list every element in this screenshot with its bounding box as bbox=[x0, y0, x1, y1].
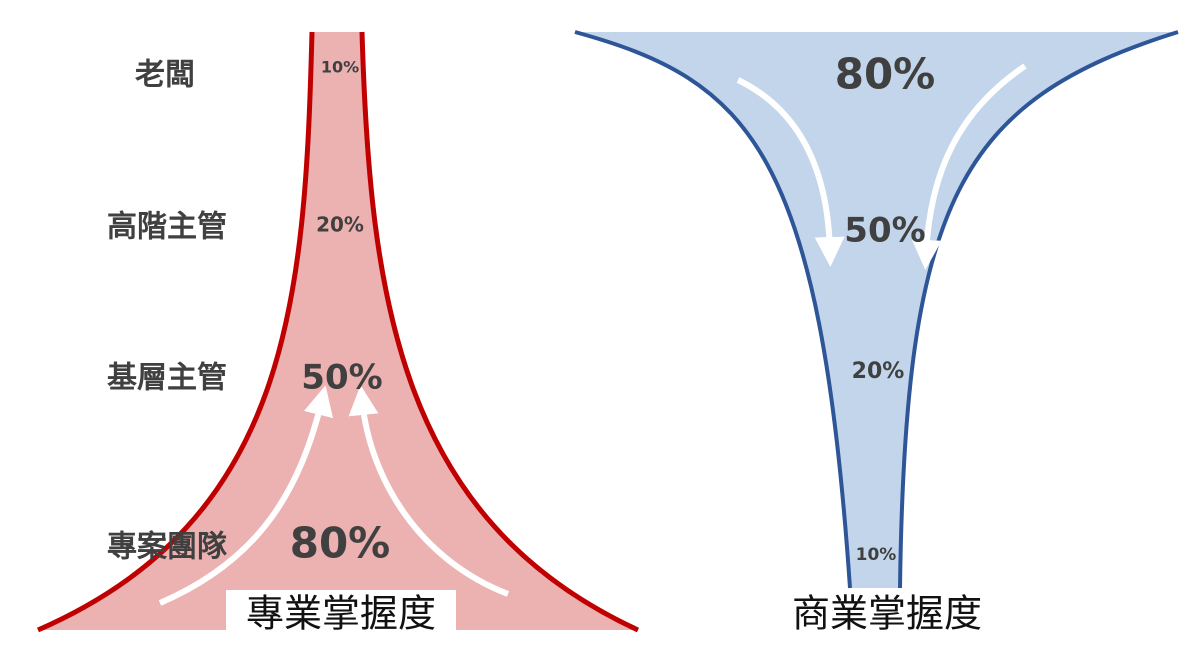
percent-label: 10% bbox=[321, 58, 359, 77]
caption: 專業掌握度 bbox=[246, 592, 436, 636]
percent-label: 20% bbox=[316, 213, 364, 237]
arrow bbox=[736, 77, 845, 267]
arrow bbox=[158, 385, 334, 606]
percent-label: 80% bbox=[290, 519, 391, 568]
percent-label: 10% bbox=[856, 545, 897, 565]
left-funnel bbox=[38, 32, 638, 630]
level-label: 專案團隊 bbox=[107, 530, 227, 565]
level-label: 老闆 bbox=[135, 58, 195, 93]
right-funnel-edge bbox=[574, 30, 852, 589]
percent-label: 80% bbox=[835, 50, 936, 99]
percent-label: 50% bbox=[844, 211, 925, 251]
caption: 商業掌握度 bbox=[792, 592, 982, 636]
arrow bbox=[911, 63, 1027, 270]
left-funnel-edge bbox=[359, 31, 640, 633]
right-funnel bbox=[575, 32, 1178, 588]
percent-label: 50% bbox=[301, 358, 382, 398]
right-funnel-edge bbox=[898, 30, 1179, 589]
arrow bbox=[348, 385, 510, 597]
left-funnel-edge bbox=[36, 31, 315, 633]
percent-label: 20% bbox=[852, 359, 905, 384]
level-label: 基層主管 bbox=[107, 361, 227, 396]
level-label: 高階主管 bbox=[107, 210, 227, 245]
caption-box bbox=[226, 590, 456, 638]
